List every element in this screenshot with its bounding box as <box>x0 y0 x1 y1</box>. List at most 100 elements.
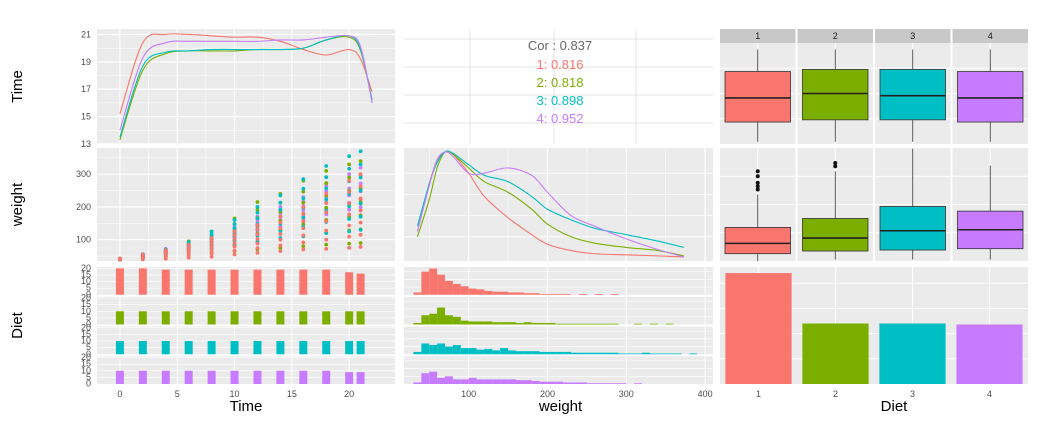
scatter-point-diet-1 <box>278 226 283 231</box>
y-tick-label: 5 <box>86 372 91 382</box>
scatter-point-diet-3 <box>278 200 283 205</box>
y-tick-label: 5 <box>86 342 91 352</box>
scatter-point-diet-1 <box>186 242 191 247</box>
box-diet-1 <box>724 71 791 123</box>
bin-diet-3 <box>555 351 564 355</box>
bin-diet-1 <box>523 293 532 295</box>
y-tick-label: 21 <box>81 29 91 39</box>
scatter-panel <box>97 148 395 262</box>
scatter-point-diet-1 <box>324 191 329 196</box>
bin-diet-3 <box>452 345 461 355</box>
bin-diet-1 <box>429 268 438 295</box>
x-tick-label: 100 <box>461 389 476 399</box>
x-tick-label: 2 <box>833 389 838 399</box>
bar-diet-2 <box>356 311 365 325</box>
weight-density-panel <box>404 148 713 261</box>
bar-diet-3 <box>299 341 308 355</box>
bin-diet-1 <box>610 293 619 295</box>
bin-diet-1 <box>460 286 469 295</box>
bin-diet-4 <box>452 379 461 384</box>
bin-diet-3 <box>602 352 611 355</box>
bin-diet-3 <box>594 352 603 355</box>
bin-diet-3 <box>476 349 485 355</box>
scatter-point-diet-3 <box>278 229 283 233</box>
scatter-point-diet-3 <box>324 186 329 191</box>
bin-diet-2 <box>476 321 485 325</box>
bar-diet-2 <box>345 311 354 325</box>
bar-diet-4 <box>184 370 193 384</box>
y-tick-label: 0 <box>86 349 91 359</box>
bin-diet-3 <box>634 353 643 355</box>
scatter-point-diet-3 <box>209 232 214 237</box>
bar-diet-1 <box>230 269 239 295</box>
y-tick-label: 20 <box>81 322 91 332</box>
bin-diet-1 <box>563 293 572 295</box>
bin-diet-2 <box>468 321 477 325</box>
scatter-point-diet-2 <box>347 162 352 167</box>
scatter-point-diet-3 <box>358 149 363 154</box>
bin-diet-2 <box>555 323 564 325</box>
bin-diet-2 <box>578 323 587 325</box>
x-tick-label: 4 <box>987 389 992 399</box>
panel-background <box>97 29 395 144</box>
x-tick-label: 10 <box>230 389 240 399</box>
outlier-point <box>755 169 760 174</box>
bin-diet-3 <box>492 350 501 355</box>
scatter-point-diet-4 <box>347 207 352 212</box>
row-label-time: Time <box>9 70 26 103</box>
y-tick-label: 20 <box>81 263 91 273</box>
bin-diet-1 <box>492 291 501 295</box>
scatter-point-diet-3 <box>209 229 214 234</box>
column-label-weight: weight <box>538 398 583 415</box>
bin-diet-1 <box>555 293 564 295</box>
bin-diet-2 <box>634 323 643 325</box>
scatter-point-diet-1 <box>278 243 283 248</box>
bin-diet-4 <box>460 379 469 384</box>
scatter-point-diet-2 <box>347 241 352 246</box>
bin-diet-3 <box>586 352 595 355</box>
scatter-point-diet-2 <box>301 200 306 205</box>
scatter-point-diet-1 <box>232 244 237 249</box>
bar-diet-1 <box>322 269 331 295</box>
facet-strip-label: 2 <box>833 31 838 41</box>
scatter-point-diet-1 <box>209 248 214 253</box>
bin-diet-2 <box>586 323 595 325</box>
facet-strip <box>875 29 951 43</box>
x-tick-label: 200 <box>540 389 555 399</box>
scatter-point-diet-1 <box>301 247 306 252</box>
bar-diet-1 <box>356 273 365 295</box>
outlier-point <box>833 164 838 169</box>
bar-diet-2 <box>161 311 170 325</box>
box-diet-2 <box>802 68 869 121</box>
scatter-point-diet-3 <box>324 231 329 236</box>
scatter-point-diet-3 <box>358 162 363 167</box>
scatter-point-diet-1 <box>255 227 260 232</box>
bar-diet-2 <box>207 311 216 325</box>
scatter-point-diet-3 <box>301 177 306 182</box>
bin-diet-3 <box>547 351 556 355</box>
bin-diet-3 <box>571 352 579 355</box>
scatter-point-diet-1 <box>232 241 237 245</box>
bar-diet-2 <box>299 311 308 325</box>
scatter-point-diet-2 <box>324 205 329 210</box>
scatter-point-diet-3 <box>278 193 283 198</box>
bin-diet-2 <box>610 323 619 325</box>
box-diet-3 <box>879 68 946 121</box>
bin-diet-1 <box>484 290 493 295</box>
density-line-diet-4 <box>119 34 373 131</box>
scatter-point-diet-1 <box>358 208 363 213</box>
scatter-point-diet-3 <box>301 196 306 201</box>
bin-diet-4 <box>586 383 595 384</box>
scatter-point-diet-1 <box>255 246 260 251</box>
y-tick-label: 20 <box>81 293 91 303</box>
bin-diet-4 <box>421 373 430 384</box>
y-tick-label: 15 <box>81 329 91 339</box>
scatter-point-diet-3 <box>347 229 352 234</box>
bin-diet-2 <box>602 323 611 325</box>
y-tick-label: 300 <box>76 169 91 179</box>
scatter-point-diet-1 <box>163 248 168 253</box>
y-tick-label: 200 <box>76 202 91 212</box>
bin-diet-3 <box>610 352 619 355</box>
scatter-point-diet-1 <box>118 256 122 261</box>
